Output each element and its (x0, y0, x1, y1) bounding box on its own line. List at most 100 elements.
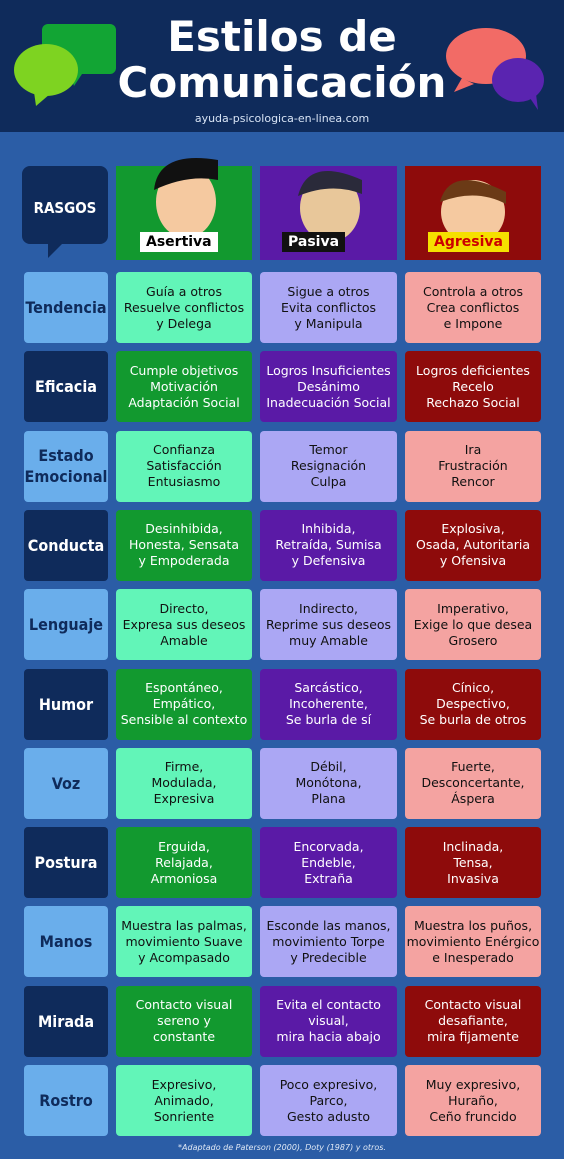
cell: Explosiva, Osada, Autoritaria y Ofensiva (405, 509, 541, 581)
corner-label: RASGOS (33, 198, 97, 217)
cell-line: Expresa sus deseos (122, 616, 246, 632)
cell-line: Muestra los puños, (413, 917, 533, 933)
cell-line: Cínico, (451, 680, 495, 695)
cell: Muy expresivo, Huraño, Ceño fruncido (405, 1065, 541, 1136)
cell-line: Áspera (451, 791, 495, 807)
cell-line: Rencor (451, 474, 495, 490)
cell-line: Plana (311, 791, 346, 807)
cell-line: Sensible al contexto (120, 712, 248, 727)
cell: Muestra las palmas, movimiento Suave y Aco… (116, 906, 252, 978)
cell-line: Poco expresivo, (279, 1076, 378, 1092)
cell-line: Evita conflictos (280, 299, 377, 315)
cell-line: Inadecuación Social (266, 394, 391, 410)
column-header: Asertiva (140, 232, 218, 252)
cell-line: Logros deficientes (416, 362, 530, 378)
cell-line: mira fijamente (427, 1029, 519, 1045)
cell-line: Desinhibida, (145, 521, 223, 537)
cell: Contacto visual desafiante, mira fijamente (405, 985, 541, 1057)
cell-line: Exige lo que desea (413, 616, 533, 632)
cell-line: Recelo (452, 378, 494, 394)
cell-line: Sarcástico, (294, 680, 363, 695)
cell: Contacto visual sereno y constante (116, 985, 252, 1057)
cell-line: Inclinada, (442, 838, 504, 854)
cell-line: movimiento Enérgico (406, 933, 540, 949)
cell: Evita el contacto visual, mira hacia abajo (260, 985, 397, 1057)
cell: Inclinada, Tensa, Invasiva (405, 827, 541, 899)
row-label: Tendencia (24, 272, 108, 343)
cell-line: Controla a otros (422, 283, 524, 299)
cell: Guía a otros Resuelve conflictos y Delega (116, 272, 252, 343)
cell-line: Contacto visual (424, 997, 522, 1013)
row-label-line: Tendencia (25, 298, 107, 317)
footer: *Adaptado de Paterson (2000), Doty (1987… (178, 1143, 386, 1152)
cell: Temor Resignación Culpa (260, 430, 397, 502)
row-label: Mirada (24, 985, 108, 1057)
row-label-line: Manos (39, 932, 93, 952)
cell-line: Fuerte, (451, 759, 495, 775)
cell-line: Honesta, Sensata (129, 537, 239, 553)
cell-line: Monótona, (295, 775, 362, 791)
cell-line: Sigue a otros (287, 283, 370, 299)
row-label-line: Estado (38, 446, 94, 466)
cell-line: Inhibida, (301, 521, 356, 537)
cell: Cumple objetivos Motivación Adaptación Soc… (116, 351, 252, 423)
cell-line: Entusiasmo (147, 474, 221, 490)
cell-line: Satisfacción (146, 458, 222, 474)
cell-line: Modulada, (151, 775, 217, 791)
cell: Erguida, Relajada, Armoniosa (116, 827, 252, 899)
row-label: Lenguaje (24, 589, 108, 661)
cell: Ira Frustración Rencor (405, 430, 541, 502)
cell: Desinhibida, Honesta, Sensata y Empoderada (116, 509, 252, 581)
row-label: Humor (24, 668, 108, 740)
row-label-line: Eficacia (35, 377, 97, 397)
row-label: Estado Emocional (24, 430, 108, 502)
cell-line: Expresiva (153, 791, 215, 807)
row-label-line: Voz (51, 773, 81, 793)
cell-line: Débil, (310, 759, 347, 775)
cell-line: Cumple objetivos (129, 362, 239, 378)
cell-line: Culpa (310, 474, 347, 490)
cell: Poco expresivo, Parco, Gesto adusto (260, 1065, 397, 1136)
cell: Controla a otros Crea conflictos e Impone (405, 272, 541, 343)
cell-line: Frustración (438, 458, 508, 474)
decoration (14, 24, 544, 110)
cell: Confianza Satisfacción Entusiasmo (116, 430, 252, 502)
cell-line: Relajada, (155, 854, 213, 870)
cell-line: Huraño, (448, 1092, 498, 1108)
row-label: Voz (24, 747, 108, 819)
cell-line: muy Amable (289, 632, 368, 648)
cell-line: Resignación (290, 458, 367, 474)
cell-line: Erguida, (158, 838, 210, 854)
header: Estilos de Comunicación ayuda-psicologic… (0, 0, 564, 132)
cell-line: Muestra las palmas, (121, 917, 247, 933)
row-label-line: Conducta (27, 535, 105, 555)
column-header: Pasiva (282, 232, 346, 252)
cell-line: Desconcertante, (421, 775, 525, 791)
cell-line: Explosiva, (441, 521, 505, 537)
cell-line: Incoherente, (289, 696, 368, 711)
cell-line: Amable (160, 632, 208, 648)
row-label: Conducta (24, 509, 108, 581)
row-label: Rostro (24, 1065, 108, 1136)
cell-line: e Inesperado (432, 949, 514, 965)
cell-line: Imperativo, (437, 600, 509, 616)
cell-line: sereno y (157, 1013, 211, 1029)
cell-line: Crea conflictos (426, 299, 520, 315)
cell-line: Despectivo, (436, 696, 510, 711)
cell-line: desafiante, (438, 1013, 508, 1029)
cell-line: Animado, (154, 1092, 214, 1108)
cell-line: Extraña (304, 870, 353, 886)
cell: Inhibida, Retraída, Sumisa y Defensiva (260, 509, 397, 581)
cell-line: Ira (464, 442, 482, 458)
cell-line: y Empoderada (138, 553, 230, 569)
cell-line: Invasiva (447, 870, 499, 886)
cell-line: Logros Insuficientes (266, 362, 391, 378)
cell-line: visual, (308, 1013, 349, 1029)
cell-line: Adaptación Social (128, 394, 240, 410)
cell-line: Muy expresivo, (425, 1076, 521, 1092)
cell-line: Osada, Autoritaria (415, 537, 531, 553)
cell-line: Desánimo (297, 378, 360, 394)
cell-line: mira hacia abajo (276, 1029, 381, 1045)
cell-line: movimiento Suave (125, 933, 243, 949)
title: Estilos de Comunicación (117, 12, 447, 107)
